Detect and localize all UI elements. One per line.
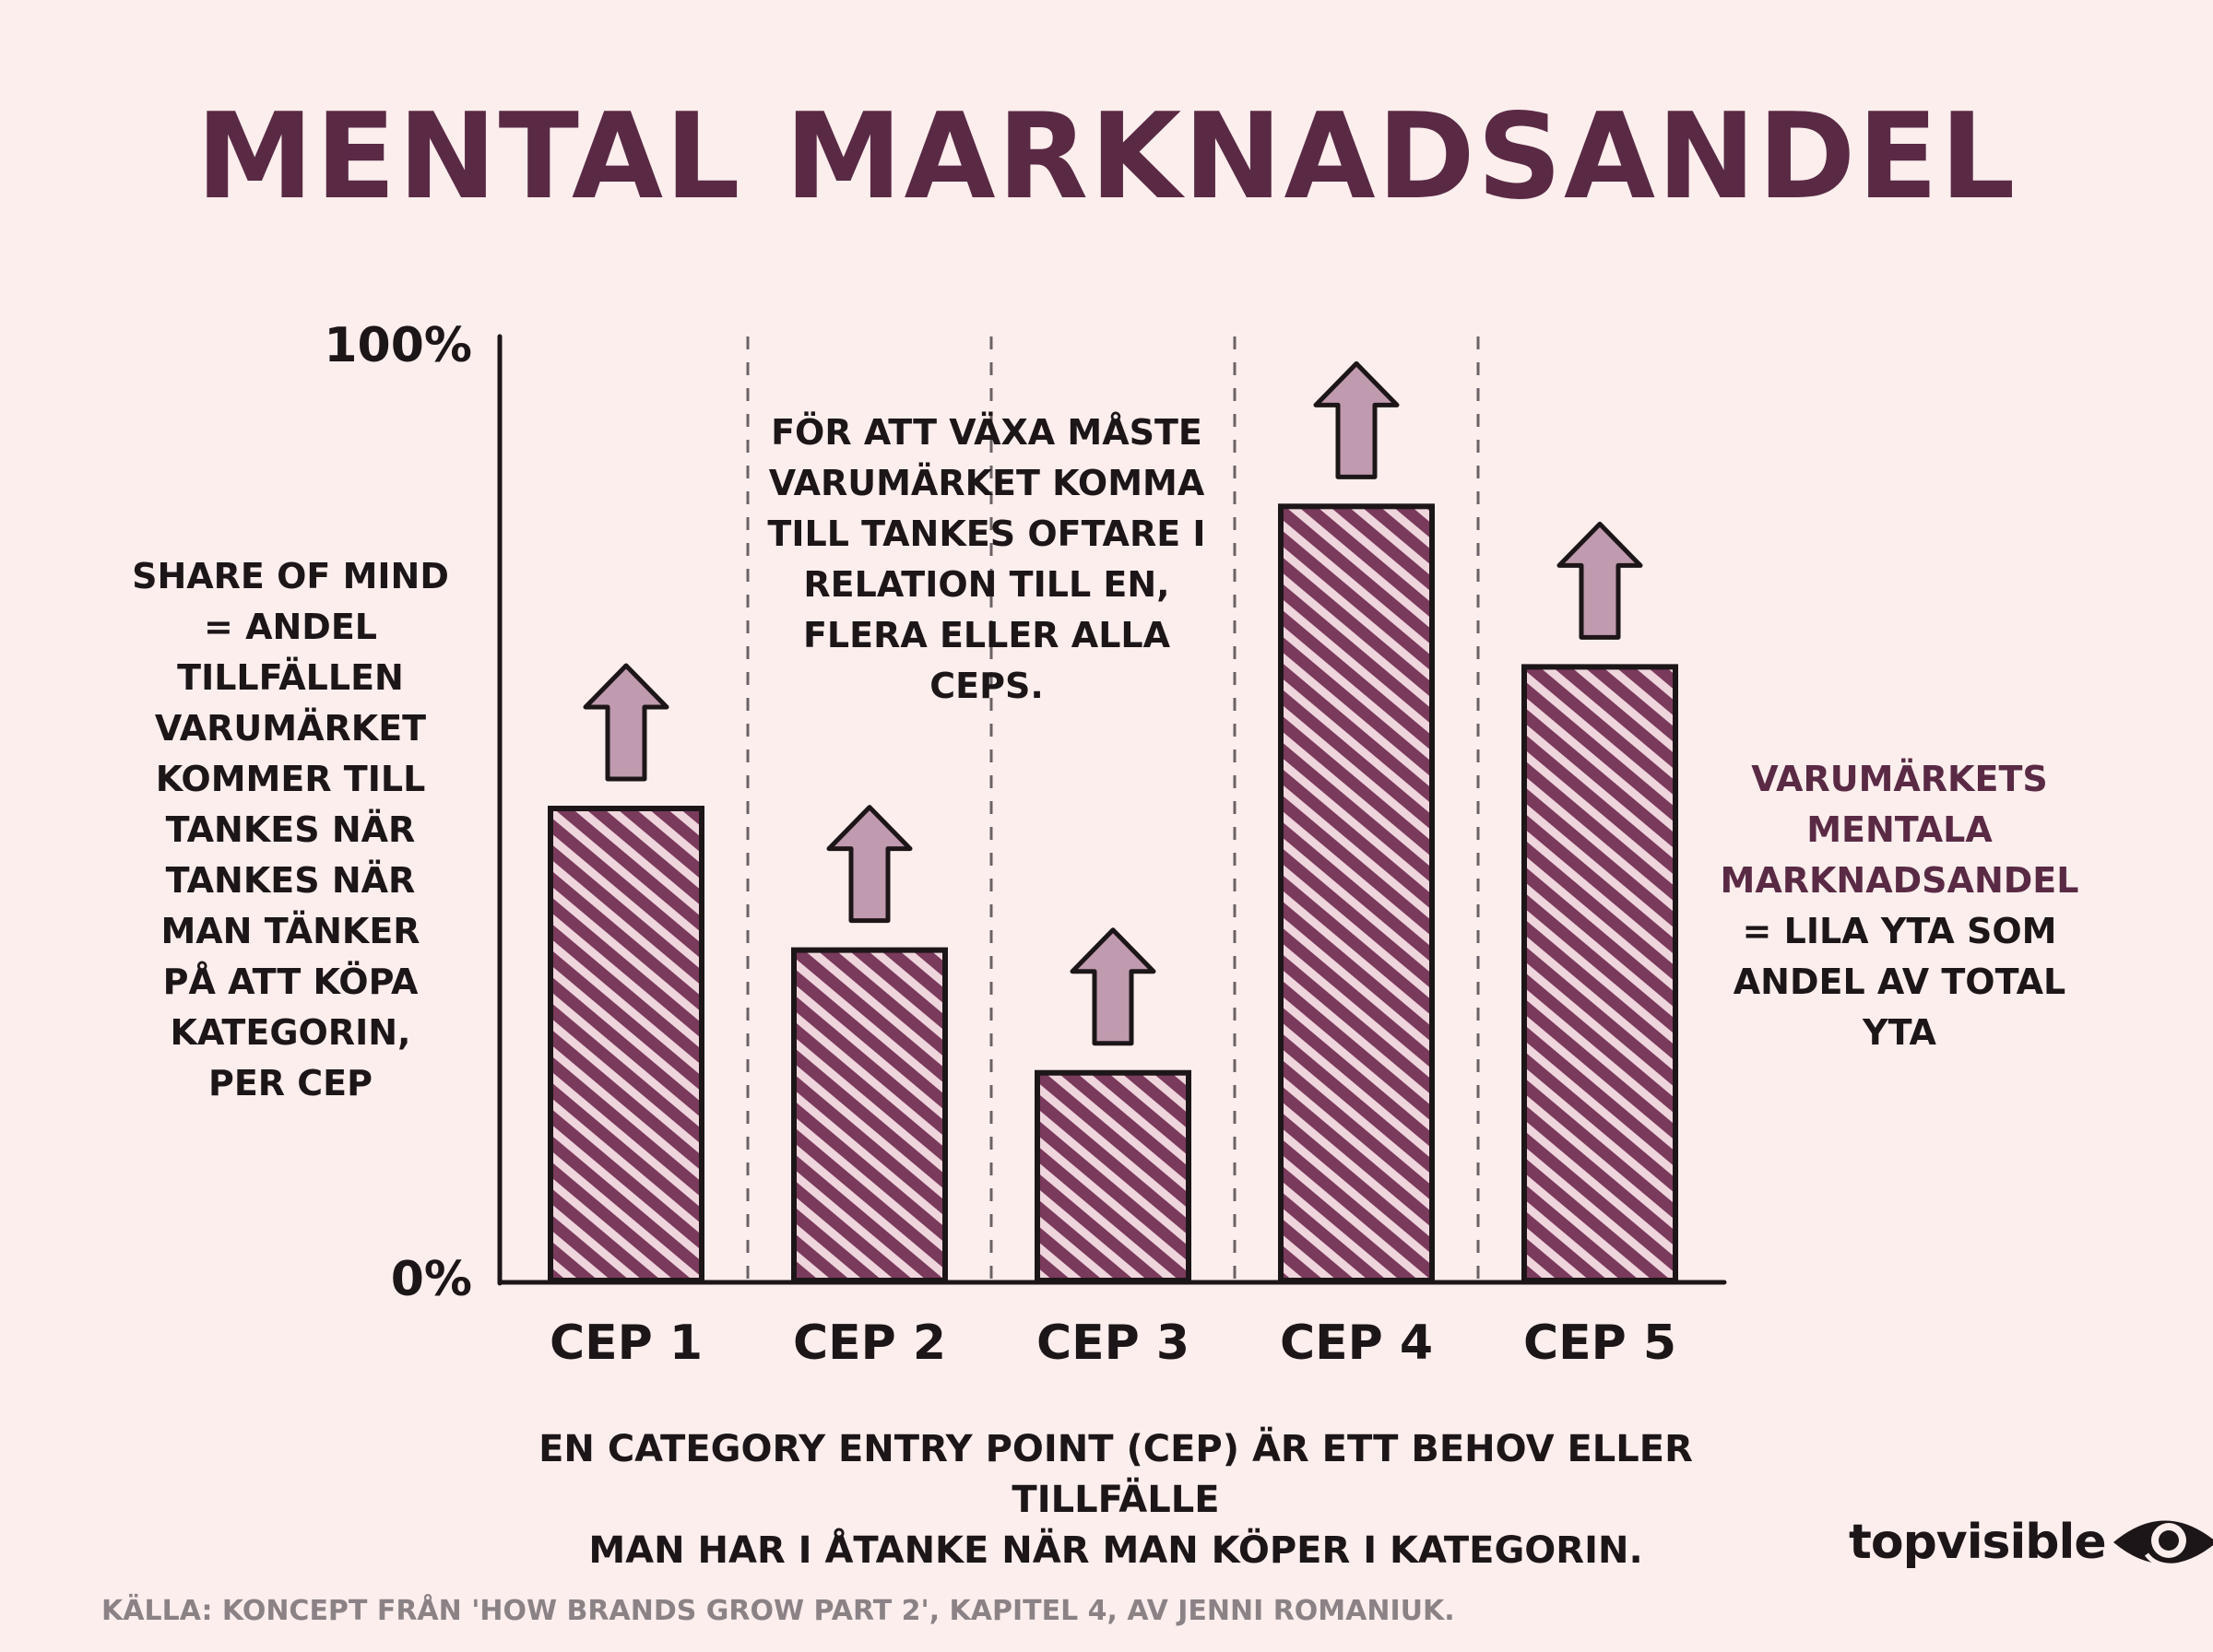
x-tick-label-cep-4: CEP 4 bbox=[1280, 1316, 1433, 1371]
footnote-line-1: EN CATEGORY ENTRY POINT (CEP) ÄR ETT BEH… bbox=[538, 1428, 1693, 1521]
brand-logo: topvisible bbox=[1849, 1510, 2213, 1575]
logo-text: topvisible bbox=[1849, 1515, 2107, 1570]
growth-arrow-cep-2 bbox=[826, 805, 913, 924]
top-note-line-3: TILL TANKES OFTARE I bbox=[767, 513, 1206, 554]
growth-note: FÖR ATT VÄXA MÅSTE VARUMÄRKET KOMMA TILL T… bbox=[756, 407, 1217, 712]
growth-arrow-cep-4 bbox=[1313, 360, 1400, 479]
y-tick-label-max: 100% bbox=[324, 318, 472, 373]
eye-icon bbox=[2112, 1520, 2213, 1568]
growth-arrow-cep-1 bbox=[583, 663, 669, 782]
source-caption: KÄLLA: KONCEPT FRÅN 'HOW BRANDS GROW PAR… bbox=[101, 1595, 1455, 1627]
left-note-line-2: = ANDEL bbox=[204, 607, 377, 647]
left-note-line-6: TANKES NÄR bbox=[165, 809, 416, 850]
right-accent-line-3: MARKNADSANDEL bbox=[1720, 860, 2079, 901]
left-note-line-7: TANKES NÄR bbox=[165, 860, 416, 901]
bar-cep-5 bbox=[1521, 664, 1678, 1283]
left-note-line-10: KATEGORIN, bbox=[170, 1012, 411, 1053]
top-note-line-6: CEPS. bbox=[929, 666, 1044, 706]
left-note-line-11: PER CEP bbox=[208, 1063, 373, 1103]
footnote-line-2: MAN HAR I ÅTANKE NÄR MAN KÖPER I KATEGOR… bbox=[588, 1529, 1643, 1572]
right-accent-line-2: MENTALA bbox=[1806, 809, 1993, 850]
share-of-mind-note: SHARE OF MIND = ANDEL TILLFÄLLEN VARUMÄRKET… bbox=[120, 551, 461, 1109]
bar-cep-3 bbox=[1035, 1069, 1191, 1283]
right-plain-line-1: = LILA YTA SOM bbox=[1742, 911, 2057, 951]
chart-title: MENTAL MARKNADSANDEL bbox=[195, 88, 2018, 226]
bar-cep-1 bbox=[548, 806, 704, 1283]
left-note-line-4: VARUMÄRKET bbox=[154, 708, 427, 749]
growth-arrow-cep-5 bbox=[1556, 521, 1643, 640]
top-note-line-4: RELATION TILL EN, bbox=[803, 564, 1170, 605]
top-note-line-1: FÖR ATT VÄXA MÅSTE bbox=[771, 412, 1202, 453]
left-note-line-8: MAN TÄNKER bbox=[160, 911, 420, 951]
left-note-line-5: KOMMER TILL bbox=[155, 759, 426, 799]
bar-cep-2 bbox=[791, 947, 948, 1283]
left-note-line-1: SHARE OF MIND bbox=[132, 556, 449, 596]
x-tick-label-cep-5: CEP 5 bbox=[1523, 1316, 1676, 1371]
y-tick-label-min: 0% bbox=[391, 1252, 472, 1307]
right-plain-line-2: ANDEL AV TOTAL bbox=[1733, 962, 2066, 1002]
x-tick-label-cep-1: CEP 1 bbox=[550, 1316, 703, 1371]
left-note-line-9: PÅ ATT KÖPA bbox=[162, 962, 419, 1002]
left-note-line-3: TILLFÄLLEN bbox=[177, 657, 404, 698]
x-tick-label-cep-2: CEP 2 bbox=[793, 1316, 946, 1371]
cep-definition: EN CATEGORY ENTRY POINT (CEP) ÄR ETT BEH… bbox=[443, 1424, 1789, 1576]
mental-market-share-note: VARUMÄRKETS MENTALA MARKNADSANDEL = LILA Y… bbox=[1715, 754, 2084, 1058]
right-plain-line-3: YTA bbox=[1863, 1012, 1936, 1053]
x-tick-label-cep-3: CEP 3 bbox=[1036, 1316, 1189, 1371]
bar-cep-4 bbox=[1278, 503, 1435, 1283]
right-accent-line-1: VARUMÄRKETS bbox=[1751, 759, 2048, 799]
growth-arrow-cep-3 bbox=[1070, 927, 1156, 1046]
top-note-line-2: VARUMÄRKET KOMMA bbox=[768, 463, 1205, 503]
top-note-line-5: FLERA ELLER ALLA bbox=[802, 615, 1171, 655]
